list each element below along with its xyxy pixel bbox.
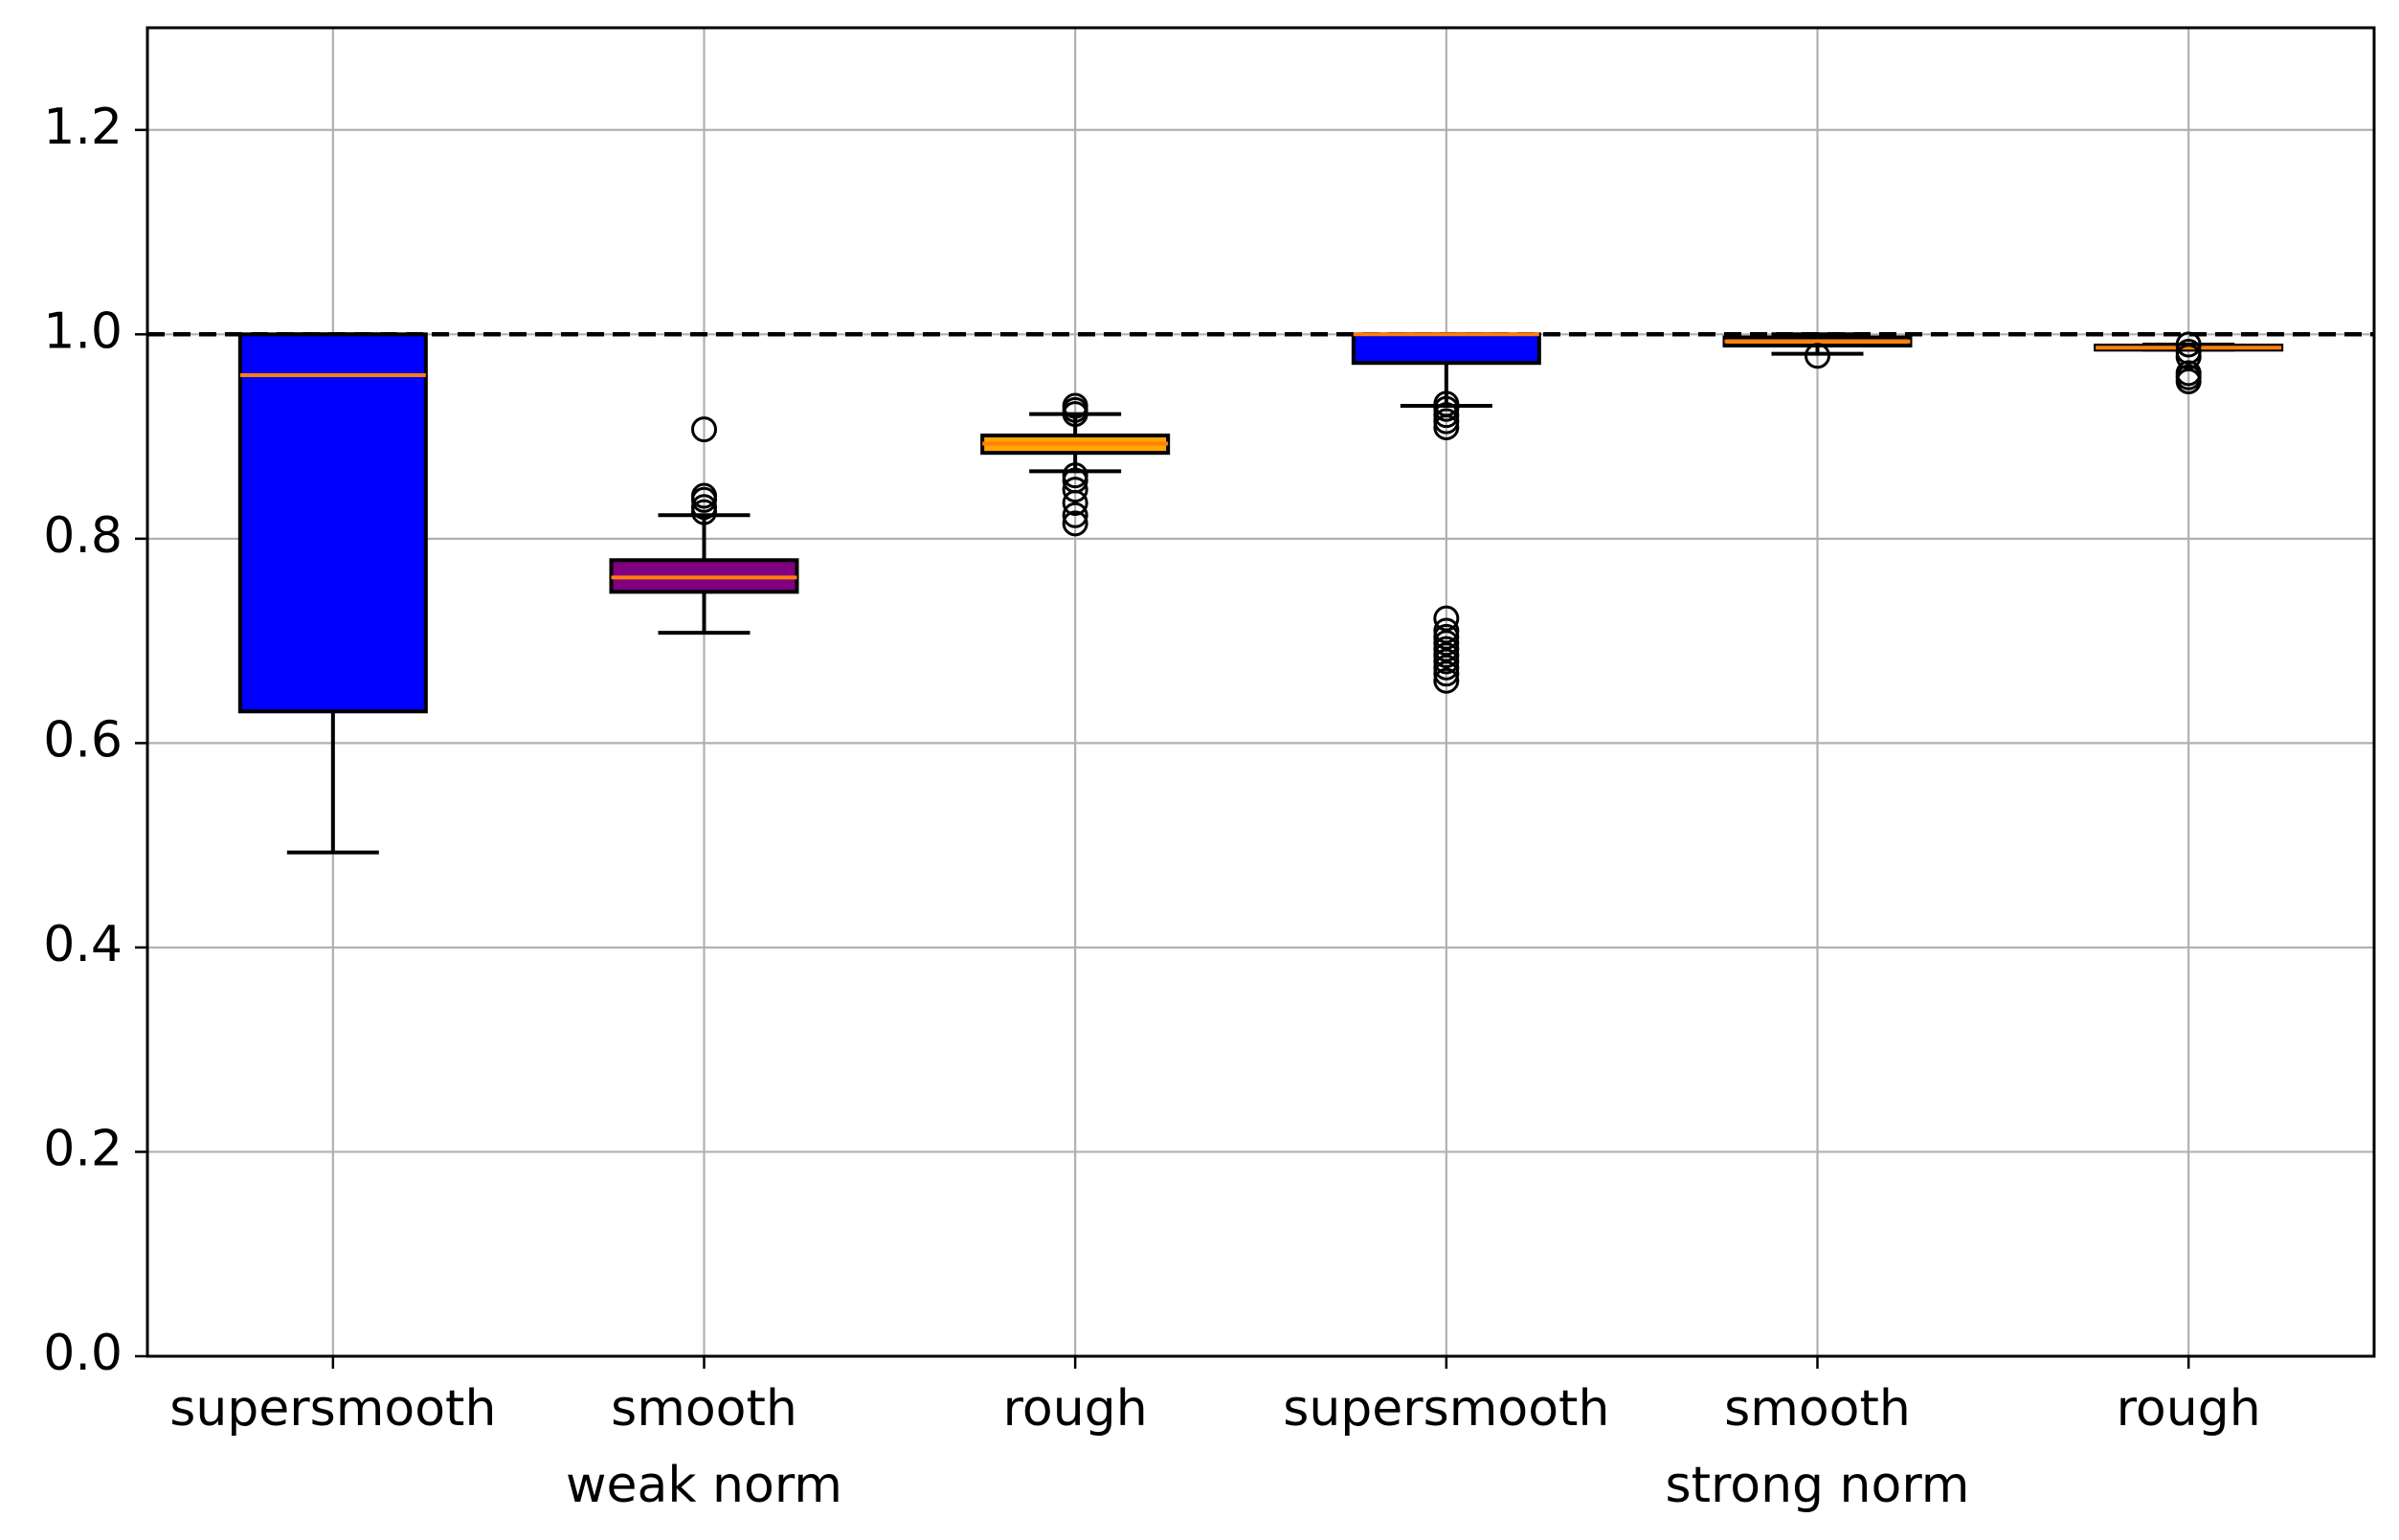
x-tick-label: smooth <box>611 1380 797 1438</box>
x-tick-label: smooth <box>1724 1380 1911 1438</box>
outlier-point <box>1433 667 1460 694</box>
x-tick-label: supersmooth <box>169 1380 496 1438</box>
outlier-point <box>1062 462 1088 489</box>
outlier-point <box>1805 343 1830 369</box>
x-axis: supersmooth smooth rough supersmooth smooth r… <box>169 1356 2261 1514</box>
box-6 <box>2094 331 2284 394</box>
plot-frame <box>146 26 2376 1358</box>
x-tick-label: rough <box>2117 1380 2261 1438</box>
outlier-point <box>1433 408 1460 435</box>
group-label: weak norm <box>566 1457 842 1514</box>
outlier-point <box>1062 477 1088 503</box>
grid-lines <box>147 28 2374 1358</box>
outlier-point <box>1433 636 1460 662</box>
y-tick-label: 0.6 <box>43 711 123 769</box>
outlier-point <box>1062 502 1088 528</box>
x-tick-label: rough <box>1003 1380 1148 1438</box>
box-4 <box>1351 332 1541 694</box>
box-body <box>1351 332 1541 366</box>
outlier-point <box>1433 391 1460 417</box>
box-1 <box>237 332 428 855</box>
outlier-point <box>1433 660 1460 687</box>
y-tick-label: 0.8 <box>43 507 123 565</box>
boxes-group <box>237 331 2284 855</box>
outlier-point <box>1433 648 1460 675</box>
group-label: strong norm <box>1666 1457 1970 1514</box>
box-body <box>237 332 428 714</box>
box-2 <box>609 416 799 636</box>
outlier-point <box>691 482 717 509</box>
outlier-point <box>1062 510 1088 537</box>
outlier-point <box>1433 654 1460 681</box>
outlier-point <box>1433 642 1460 669</box>
x-tick-label: supersmooth <box>1283 1380 1609 1438</box>
outlier-point <box>2175 360 2202 387</box>
outlier-point <box>1433 630 1460 657</box>
outlier-point <box>2175 331 2202 358</box>
outlier-point <box>2175 338 2202 365</box>
y-axis: 0.0 0.2 0.4 0.6 0.8 1.0 1.2 <box>43 99 147 1382</box>
outlier-point <box>1062 392 1088 419</box>
outlier-point <box>691 416 717 443</box>
y-tick-label: 1.2 <box>43 99 123 156</box>
outlier-point <box>1433 617 1460 644</box>
outlier-point <box>691 494 717 521</box>
y-tick-label: 0.2 <box>43 1120 123 1177</box>
y-tick-label: 1.0 <box>43 302 123 360</box>
box-5 <box>1722 332 1913 369</box>
box-3 <box>980 392 1171 537</box>
outlier-point <box>1433 402 1460 429</box>
y-tick-label: 0.0 <box>43 1325 123 1382</box>
y-tick-label: 0.4 <box>43 916 123 973</box>
outlier-point <box>1433 605 1460 632</box>
outlier-point <box>1433 623 1460 650</box>
